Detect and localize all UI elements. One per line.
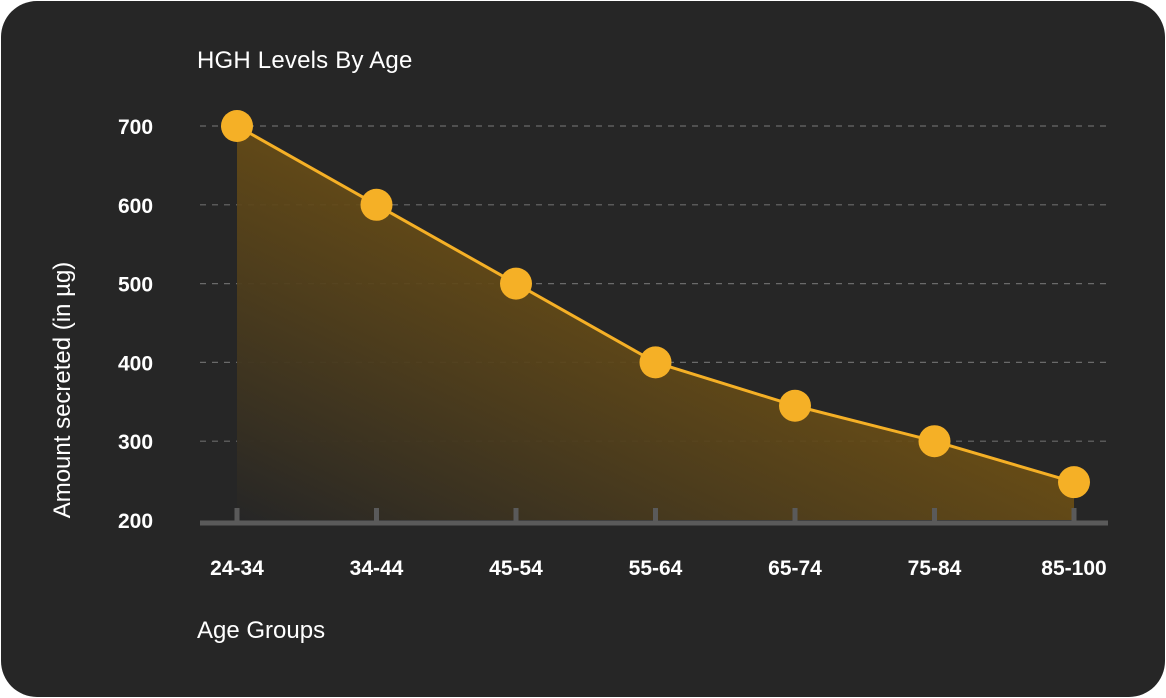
x-tick-label: 34-44 [350,557,404,580]
data-points [221,110,1090,499]
area-fill-layer [237,126,1074,520]
data-point-24-34 [221,110,253,142]
area-fill [237,126,1074,520]
y-tick-label: 700 [118,116,153,139]
y-tick-label: 600 [118,195,153,218]
x-axis-title: Age Groups [197,617,326,644]
y-tick-label: 300 [118,431,153,454]
data-point-65-74 [779,389,811,422]
data-point-85-100 [1058,466,1090,499]
x-axis [200,508,1108,526]
y-tick-labels: 200 300 400 500 600 700 [118,116,153,533]
grid-lines [200,125,1108,442]
x-tick-label: 75-84 [908,557,962,580]
x-tick-label: 24-34 [210,557,264,580]
y-tick-label: 200 [118,510,153,533]
x-tick-label: 55-64 [629,557,683,580]
chart-title: HGH Levels By Age [197,47,413,74]
x-tick-label: 65-74 [768,557,822,580]
x-tick-labels: 24-34 34-44 45-54 55-64 65-74 75-84 85-100 [210,557,1107,580]
x-tick-label: 45-54 [489,557,543,580]
data-point-55-64 [639,346,672,379]
data-point-75-84 [918,425,951,458]
y-tick-label: 500 [118,274,153,297]
y-tick-label: 400 [118,352,153,375]
x-tick-label: 85-100 [1041,557,1106,580]
data-point-45-54 [500,267,532,300]
data-point-34-44 [360,188,393,221]
